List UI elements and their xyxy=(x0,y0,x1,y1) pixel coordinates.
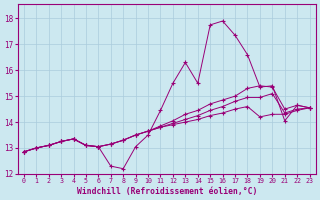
X-axis label: Windchill (Refroidissement éolien,°C): Windchill (Refroidissement éolien,°C) xyxy=(76,187,257,196)
